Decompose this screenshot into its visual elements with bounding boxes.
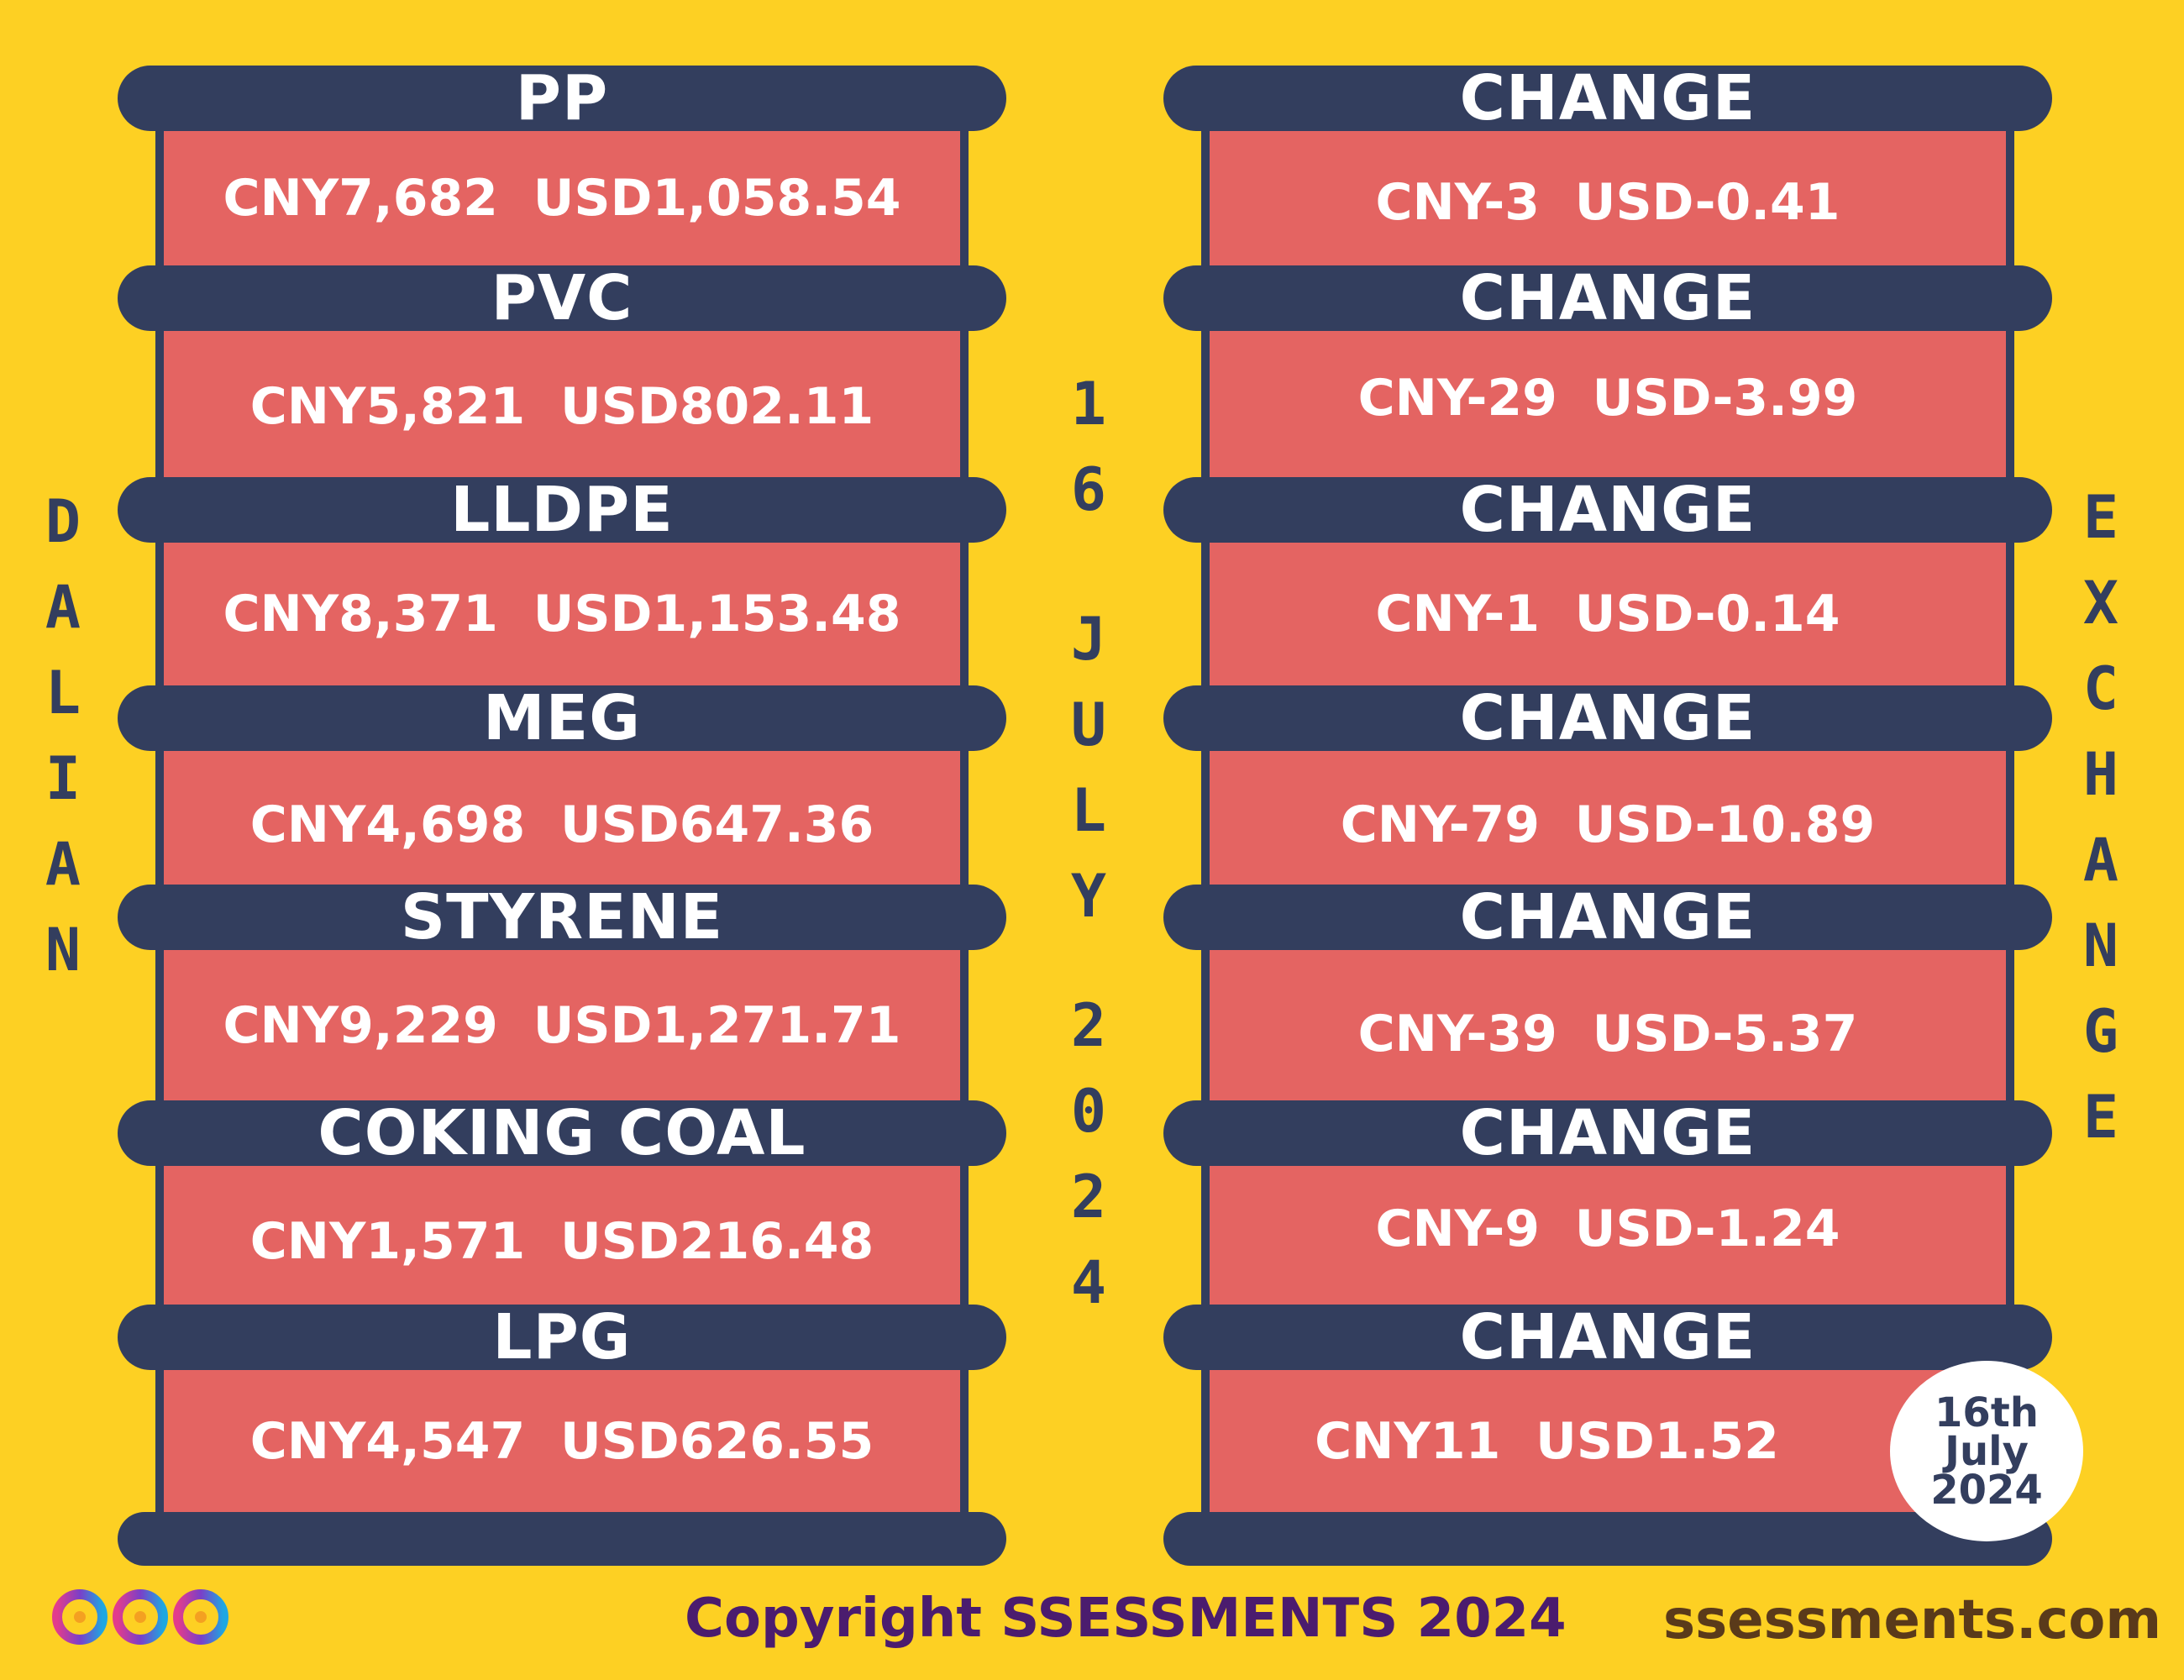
product-band-lldpe: LLDPE: [118, 474, 1006, 546]
change-band-pp: CHANGE: [1163, 62, 2052, 134]
product-band-coking-coal: COKING COAL: [118, 1097, 1006, 1169]
stamp-day: 16th: [1935, 1389, 2039, 1436]
change-value-meg: CNY-79 USD-10.89: [1340, 795, 1876, 854]
exchange-label: EXCHANGE: [2066, 483, 2135, 1168]
product-band-pp: PP: [118, 62, 1006, 134]
change-value-coking-coal: CNY-9 USD-1.24: [1375, 1200, 1840, 1258]
product-price-lpg: CNY4,547 USD626.55: [249, 1412, 874, 1471]
change-value-pvc: CNY-29 USD-3.99: [1357, 369, 1858, 428]
change-value-styrene: CNY-39 USD-5.37: [1357, 1005, 1858, 1063]
change-band-lpg: CHANGE: [1163, 1301, 2052, 1373]
column-bottom-band: [118, 1512, 1006, 1566]
change-band-meg: CHANGE: [1163, 682, 2052, 754]
change-band-coking-coal: CHANGE: [1163, 1097, 2052, 1169]
change-band-lldpe: CHANGE: [1163, 474, 2052, 546]
change-value-pp: CNY-3 USD-0.41: [1375, 173, 1840, 232]
dalian-label: DALIAN: [29, 487, 97, 1001]
date-year: 2024: [1054, 991, 1123, 1334]
date-day: 16: [1054, 370, 1123, 541]
ssessments-logo-icon: [52, 1589, 228, 1645]
change-column: CHANGE CNY-3 USD-0.41 CHANGE CNY-29 USD-…: [1163, 62, 2052, 1566]
product-price-meg: CNY4,698 USD647.36: [249, 795, 874, 854]
product-band-styrene: STYRENE: [118, 881, 1006, 953]
product-price-pvc: CNY5,821 USD802.11: [249, 377, 874, 436]
column-bottom-band: [1163, 1512, 2052, 1566]
website-link[interactable]: ssessments.com: [1663, 1589, 2162, 1651]
change-value-lldpe: CNY-1 USD-0.14: [1375, 585, 1840, 643]
change-value-lpg: CNY11 USD1.52: [1315, 1412, 1779, 1471]
product-price-coking-coal: CNY1,571 USD216.48: [249, 1212, 874, 1271]
change-band-pvc: CHANGE: [1163, 262, 2052, 334]
product-price-styrene: CNY9,229 USD1,271.71: [223, 996, 901, 1055]
price-column: PP CNY7,682 USD1,058.54 PVC CNY5,821 USD…: [118, 62, 1006, 1566]
product-band-meg: MEG: [118, 682, 1006, 754]
change-band-styrene: CHANGE: [1163, 881, 2052, 953]
product-price-lldpe: CNY8,371 USD1,153.48: [223, 585, 901, 643]
stamp-year: 2024: [1930, 1466, 2043, 1514]
date-stamp: 16th July 2024: [1890, 1361, 2083, 1541]
product-band-lpg: LPG: [118, 1301, 1006, 1373]
product-price-pp: CNY7,682 USD1,058.54: [223, 169, 901, 228]
date-month: JULY: [1054, 605, 1123, 948]
copyright-text: Copyright SSESSMENTS 2024: [685, 1588, 1567, 1650]
stamp-month: July: [1945, 1427, 2029, 1475]
product-band-pvc: PVC: [118, 262, 1006, 334]
